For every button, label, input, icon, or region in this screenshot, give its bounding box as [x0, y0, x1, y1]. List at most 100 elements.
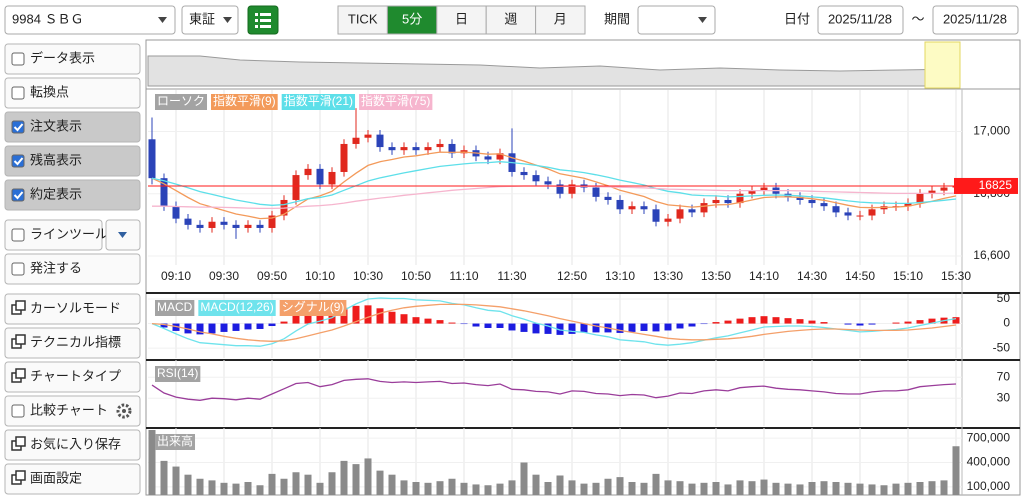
x-tick-label: 14:10 — [749, 269, 779, 283]
y-tick-label: 50 — [997, 291, 1011, 305]
bar — [640, 323, 648, 331]
candle-body — [520, 171, 528, 176]
date-to-input[interactable] — [932, 5, 1019, 35]
bar — [868, 484, 876, 495]
bar — [388, 474, 396, 495]
bar — [220, 323, 228, 332]
x-tick-label: 10:10 — [305, 269, 335, 283]
bar — [340, 460, 348, 495]
gear-icon — [122, 409, 126, 413]
bar — [376, 470, 384, 495]
sidebar-button[interactable] — [4, 429, 141, 461]
bar — [820, 481, 828, 495]
gear-icon[interactable] — [116, 403, 132, 419]
candle-body — [304, 168, 312, 176]
sidebar-label: テクニカル指標 — [30, 334, 121, 349]
select-arrow — [223, 17, 232, 23]
date-from-input[interactable] — [817, 5, 904, 35]
candle-body — [916, 193, 924, 204]
checkbox[interactable] — [11, 404, 25, 418]
sidebar-button[interactable] — [4, 179, 141, 211]
bar — [484, 485, 492, 495]
checkbox[interactable] — [11, 188, 25, 202]
checkbox[interactable] — [11, 262, 25, 276]
last-price-label: 16825 — [979, 178, 1013, 192]
bar — [736, 480, 744, 495]
candle-body — [196, 224, 204, 228]
x-tick-label: 14:30 — [797, 269, 827, 283]
sidebar-button[interactable] — [4, 219, 103, 251]
period-select[interactable] — [637, 5, 716, 35]
symbol-select[interactable] — [4, 5, 176, 35]
bar — [772, 482, 780, 495]
bar — [736, 318, 744, 324]
last-price-tag — [954, 177, 1018, 194]
bar — [532, 474, 540, 495]
sidebar-button[interactable] — [4, 145, 141, 177]
candle-body — [376, 134, 384, 148]
bar — [316, 311, 324, 324]
bar — [952, 317, 960, 324]
checkbox[interactable] — [11, 228, 25, 242]
bar — [904, 321, 912, 324]
candle-body — [412, 147, 420, 151]
candle-body — [268, 215, 276, 228]
navigator-window[interactable] — [924, 41, 961, 89]
bar — [268, 473, 276, 495]
sidebar-button[interactable] — [4, 293, 141, 325]
candle-body — [352, 137, 360, 144]
sidebar-button[interactable] — [4, 43, 141, 75]
bar — [352, 464, 360, 495]
legend-bg — [211, 94, 278, 110]
candle-body — [676, 209, 684, 219]
sidebar-button[interactable] — [4, 361, 141, 393]
sidebar-button[interactable] — [4, 77, 141, 109]
bar — [580, 323, 588, 333]
sidebar-button[interactable] — [4, 253, 141, 285]
icon — [15, 334, 26, 345]
sidebar-button[interactable] — [4, 327, 141, 359]
series-line — [151, 161, 957, 206]
sidebar-button[interactable] — [4, 395, 141, 427]
candle-body — [796, 196, 804, 200]
legend-label: 指数平滑(21) — [284, 93, 353, 108]
checkbox[interactable] — [11, 154, 25, 168]
interval-label: 日 — [455, 11, 468, 26]
bar — [544, 323, 552, 334]
bar — [892, 483, 900, 495]
market-select[interactable] — [181, 5, 239, 35]
bar — [352, 305, 360, 324]
candle-body — [544, 181, 552, 185]
candle-body — [148, 139, 156, 179]
checkbox[interactable] — [11, 52, 25, 66]
candle-body — [220, 221, 228, 225]
x-tick-label: 12:50 — [557, 269, 587, 283]
sidebar-label: 約定表示 — [30, 186, 82, 201]
y-tick-label: 16,600 — [973, 248, 1010, 262]
bar — [688, 483, 696, 495]
sidebar-label: 発注する — [30, 260, 82, 275]
candle-body — [724, 199, 732, 204]
y-tick-label: 0 — [1003, 316, 1010, 330]
bar — [424, 318, 432, 324]
candle-body — [256, 224, 264, 228]
interval-label: 5分 — [402, 11, 422, 26]
candle-body — [928, 190, 936, 194]
bar — [388, 311, 396, 324]
bar — [748, 481, 756, 495]
bar — [628, 323, 636, 332]
y-tick-label: 400,000 — [967, 455, 1011, 469]
bar — [772, 317, 780, 324]
bar — [148, 430, 156, 495]
bar — [160, 460, 168, 495]
sidebar-button[interactable] — [4, 463, 141, 495]
bar — [760, 316, 768, 324]
checkbox[interactable] — [11, 86, 25, 100]
bar — [508, 323, 516, 331]
interval-button[interactable] — [535, 5, 586, 35]
checkbox[interactable] — [11, 120, 25, 134]
legend-bg — [281, 94, 356, 110]
bar — [568, 480, 576, 495]
candle-body — [820, 203, 828, 207]
sidebar-button[interactable] — [4, 111, 141, 143]
